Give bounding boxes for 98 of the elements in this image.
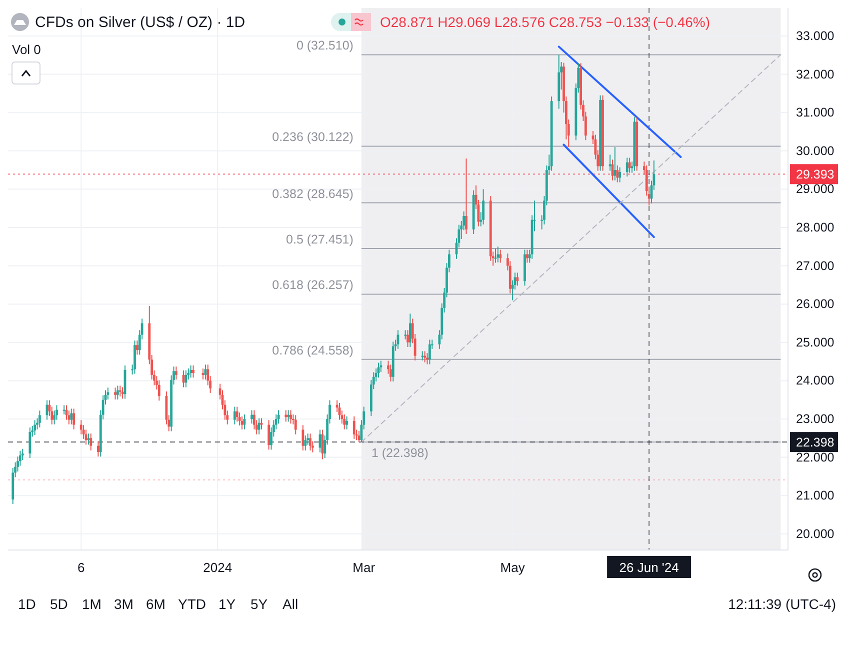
ref-line-label: 0.786 (24.558) [272,343,354,358]
candlestick [290,410,292,424]
y-tick-label: 27.000 [796,258,834,273]
candlestick [90,433,92,451]
y-tick-label: 23.000 [796,412,834,426]
candlestick [38,410,41,428]
candlestick [616,164,619,183]
candlestick [465,158,468,234]
candlestick [499,249,502,264]
candlestick [309,433,312,451]
candlestick [346,416,348,430]
ref-line-label: 0.5 (27.451) [286,232,354,247]
candlestick [302,424,304,451]
y-tick-label: 30.000 [796,144,834,158]
text: 12:11:39 (UTC-4) [728,596,836,612]
ref-line-label: 1 (22.398) [371,446,428,460]
candlestick [174,366,178,380]
candlestick [496,246,500,263]
y-tick-label: 33.000 [796,28,834,43]
ref-line-label: 0 (32.510) [296,38,354,53]
candlestick [158,380,160,402]
y-tick-label: 20.000 [796,526,834,541]
candlestick [287,410,290,422]
y-tick-label: 31.000 [796,106,834,120]
y-tick-label: 29.000 [796,182,834,196]
candlestick [114,387,116,400]
y-tick-label: 21.000 [796,488,834,503]
annotation: Vol 0 [12,42,41,57]
ref-line-label: 0.382 (28.645) [272,186,354,201]
candlestick [426,352,428,365]
candlestick [343,414,346,430]
text: O28.871 H29.069 L28.576 C28.753 −0.133 (−0.46%) [380,14,710,30]
ref-line-label: 26 Jun '24 [619,560,679,575]
text: 1M [82,596,102,612]
chart-title: CFDs on Silver (US$ / OZ) · 1D [35,14,246,31]
candlestick [628,157,631,174]
candlestick [516,272,519,286]
candlestick [408,313,412,348]
candlestick [56,404,58,420]
ref-line-label: 29.393 [796,168,834,182]
candlestick [304,434,307,451]
text: 6M [146,596,166,612]
candlestick [116,385,119,400]
candlestick [618,166,622,183]
candlestick [34,420,36,436]
candlestick [268,420,270,450]
candlestick [136,340,138,356]
text: 5Y [250,596,268,612]
y-tick-label: 32.000 [796,67,834,82]
candlestick [421,350,424,361]
y-tick-label: 24.000 [796,374,834,388]
text: 1Y [218,596,236,612]
candlestick [284,410,288,422]
text: 3M [114,596,134,612]
candlestick [614,146,616,181]
x-tick-label: 6 [78,560,85,575]
candlestick [626,157,628,178]
candlestick [321,429,324,460]
y-tick-label: 26.000 [796,297,834,312]
candlestick [294,414,297,435]
candlestick [192,364,194,378]
candlestick [87,433,90,446]
candlestick [121,386,124,400]
candlestick [28,426,32,459]
candlestick [70,408,73,425]
candlestick [526,249,528,264]
y-tick-label: 28.000 [796,220,834,234]
x-tick-label: Mar [352,560,376,575]
candlestick [62,404,66,415]
candlestick [243,414,246,430]
candlestick [204,364,207,380]
candlestick [233,406,236,425]
candlestick [236,406,238,422]
candlestick [250,410,253,424]
candlestick [389,364,392,382]
candlestick [482,188,485,225]
y-tick-label: 22.000 [796,450,834,464]
ref-line-label: 0.618 (26.257) [272,278,354,292]
candlestick [72,408,76,430]
ref-line-label: 22.398 [796,436,834,450]
candlestick [406,330,409,348]
candlestick [258,418,260,435]
candlestick [190,364,192,378]
x-tick-label: 2024 [203,560,232,575]
candlestick [118,385,122,397]
candlestick [404,330,407,340]
candlestick [352,416,356,440]
candlestick [184,370,188,388]
candlestick [428,339,431,365]
text: YTD [178,596,206,612]
ref-line-label: 0.236 (30.122) [272,130,354,144]
y-tick-label: 25.000 [796,335,834,350]
candlestick [96,440,100,458]
candlestick [80,420,82,435]
text: All [282,596,298,612]
text: 5D [50,596,68,612]
x-tick-label: May [500,560,526,575]
text: 1D [18,596,36,612]
